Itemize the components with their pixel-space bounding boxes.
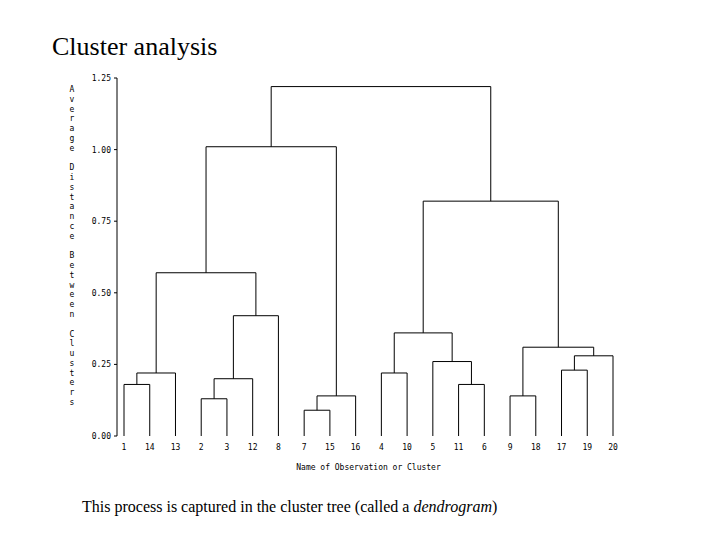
y-tick-label: 1.00 xyxy=(92,146,111,155)
merge-link xyxy=(206,147,336,396)
y-axis-label-letter: D xyxy=(70,163,75,172)
merge-link xyxy=(304,410,330,436)
y-axis-label: Average Distance Between Clusters xyxy=(70,85,75,407)
caption-emphasis: dendrogram xyxy=(413,498,492,516)
y-axis-label-letter: g xyxy=(70,134,75,143)
leaf-label: 11 xyxy=(454,443,464,452)
merge-link xyxy=(423,201,558,347)
leaf-label: 8 xyxy=(276,443,281,452)
merge-link xyxy=(214,379,253,436)
y-axis-label-letter: e xyxy=(70,290,75,299)
y-axis-label-letter: B xyxy=(70,251,75,260)
y-axis-label-letter: e xyxy=(70,232,75,241)
y-axis-label-letter: t xyxy=(70,193,75,202)
y-tick-label: 0.75 xyxy=(92,217,111,226)
y-axis-label-letter: a xyxy=(70,202,75,211)
page: {"chart_data": { "type": "dendrogram", "… xyxy=(0,0,720,540)
merge-link xyxy=(124,384,150,436)
leaf-label: 10 xyxy=(402,443,412,452)
leaf-label: 1 xyxy=(122,443,127,452)
leaf-label: 17 xyxy=(557,443,567,452)
caption: This process is captured in the cluster … xyxy=(82,498,497,516)
y-axis-label-letter: t xyxy=(70,271,75,280)
merge-link xyxy=(317,396,356,436)
leaf-label: 5 xyxy=(430,443,435,452)
x-axis-label: Name of Observation or Cluster xyxy=(296,463,441,472)
y-axis-label-letter: e xyxy=(70,300,75,309)
y-tick-label: 0.00 xyxy=(92,432,111,441)
merge-link xyxy=(562,370,588,436)
caption-text: This process is captured in the cluster … xyxy=(82,498,413,516)
y-axis-label-letter: u xyxy=(70,349,75,358)
y-axis-label-letter: e xyxy=(70,261,75,270)
leaf-label: 6 xyxy=(482,443,487,452)
y-tick-label: 0.25 xyxy=(92,360,111,369)
merge-link xyxy=(271,87,491,202)
y-axis-label-letter: i xyxy=(70,173,75,182)
merge-link xyxy=(381,373,407,436)
y-axis xyxy=(117,78,118,436)
y-axis-label-letter: n xyxy=(70,310,75,319)
y-axis-label-letter: c xyxy=(70,222,75,231)
y-axis-label-letter: s xyxy=(70,398,75,407)
merge-link xyxy=(137,373,176,436)
merge-link xyxy=(233,316,278,436)
leaf-label: 4 xyxy=(379,443,384,452)
dendrogram xyxy=(124,87,613,436)
y-axis-label-letter: a xyxy=(70,124,75,133)
merge-link xyxy=(574,356,613,436)
merge-link xyxy=(523,347,594,396)
y-axis-label-letter: s xyxy=(70,359,75,368)
y-tick xyxy=(114,221,117,222)
merge-link xyxy=(156,273,256,373)
title: Cluster analysis xyxy=(52,32,217,61)
leaf-label: 15 xyxy=(325,443,335,452)
y-axis-label-letter: l xyxy=(70,339,75,348)
y-axis-label-letter: t xyxy=(70,369,75,378)
y-axis-label-letter: C xyxy=(70,330,75,339)
y-axis-label-letter: e xyxy=(70,105,75,114)
leaf-label: 3 xyxy=(225,443,230,452)
leaf-label: 13 xyxy=(171,443,181,452)
y-axis-label-letter: v xyxy=(70,95,75,104)
y-axis-label-letter: r xyxy=(70,388,75,397)
merge-link xyxy=(459,384,485,436)
leaf-label: 12 xyxy=(248,443,258,452)
leaf-label: 18 xyxy=(531,443,541,452)
y-axis-label-letter xyxy=(70,242,75,251)
leaf-label: 9 xyxy=(508,443,513,452)
leaf-label: 2 xyxy=(199,443,204,452)
merge-link xyxy=(510,396,536,436)
y-tick xyxy=(114,292,117,293)
y-tick xyxy=(114,78,117,79)
y-axis-label-letter: n xyxy=(70,212,75,221)
y-axis-label-letter: w xyxy=(70,281,75,290)
caption-end: ) xyxy=(492,498,497,516)
y-axis-label-letter xyxy=(70,320,75,329)
leaf-label: 19 xyxy=(582,443,592,452)
y-axis-label-letter: s xyxy=(70,183,75,192)
y-tick xyxy=(114,364,117,365)
merge-link xyxy=(394,333,452,373)
y-axis-label-letter: e xyxy=(70,144,75,153)
leaf-label: 20 xyxy=(608,443,618,452)
y-tick xyxy=(114,436,117,437)
y-axis-label-letter xyxy=(70,153,75,162)
y-tick-label: 1.25 xyxy=(92,74,111,83)
y-tick xyxy=(114,149,117,150)
y-axis-label-letter: e xyxy=(70,378,75,387)
leaf-label: 7 xyxy=(302,443,307,452)
y-axis-label-letter: r xyxy=(70,114,75,123)
leaf-label: 14 xyxy=(145,443,155,452)
y-axis-label-letter: A xyxy=(70,85,75,94)
leaf-label: 16 xyxy=(351,443,361,452)
merge-link xyxy=(201,399,227,436)
slide: Cluster analysis 0.00 0.25 0.50 0.75 1.00 1.25… xyxy=(0,0,720,540)
merge-link xyxy=(433,362,472,436)
y-tick-label: 0.50 xyxy=(92,289,111,298)
